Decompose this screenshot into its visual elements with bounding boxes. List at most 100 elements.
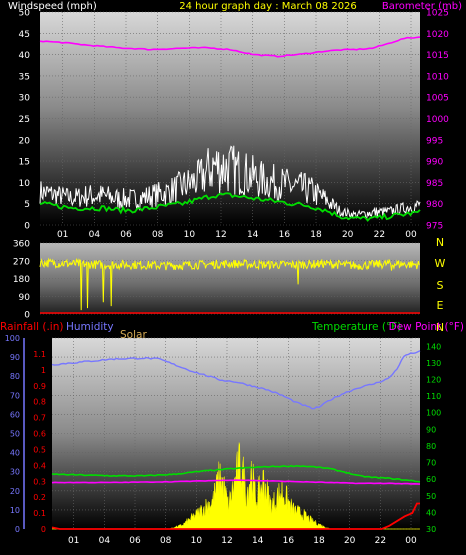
y-left-tick-label: 10 [19, 179, 31, 189]
humidity-label: Humidity [66, 321, 114, 333]
temperature-tick-label: 70 [426, 459, 436, 468]
temperature-tick-label: 50 [426, 492, 436, 501]
compass-label: W [435, 257, 446, 270]
x-tick-label: 12 [221, 536, 232, 546]
humidity-tick-label: 100 [5, 334, 20, 343]
x-tick-label: 01 [68, 536, 79, 546]
panel-1-left-label: Windspeed (mph) [8, 1, 97, 12]
x-tick-label: 06 [120, 230, 132, 240]
direction-tick-label: 0 [24, 311, 30, 321]
rainfall-label: Rainfall (.in) [0, 321, 63, 333]
x-tick-label: 16 [283, 536, 295, 546]
y-right-tick-label: 1015 [426, 51, 449, 61]
temperature-tick-label: 100 [426, 409, 441, 418]
temperature-label: Temperature (°F) [311, 321, 401, 333]
temperature-tick-label: 110 [426, 392, 441, 401]
rain-tick-label: 0.2 [33, 493, 46, 502]
rain-tick-label: 0.9 [33, 382, 46, 391]
x-tick-label: 04 [89, 230, 101, 240]
temperature-tick-label: 60 [426, 475, 436, 484]
solar-label: Solar [120, 329, 147, 341]
x-tick-label: 04 [99, 536, 111, 546]
compass-label: S [437, 279, 444, 292]
y-right-tick-label: 1010 [426, 72, 449, 82]
wind-average-line [39, 192, 421, 222]
humidity-tick-label: 50 [10, 430, 20, 439]
humidity-tick-label: 30 [10, 468, 20, 477]
x-tick-label: 14 [252, 536, 264, 546]
humidity-tick-label: 20 [10, 487, 20, 496]
wind-direction-line [39, 257, 420, 311]
panel-1-right-label: Barometer (mb) [382, 1, 462, 12]
y-right-tick-label: 1020 [426, 30, 449, 40]
y-right-tick-label: 990 [426, 158, 443, 168]
compass-label: E [437, 299, 444, 312]
rain-tick-label: 0.5 [33, 445, 46, 454]
x-tick-label: 16 [279, 230, 291, 240]
direction-tick-label: 270 [13, 257, 30, 267]
dew-point-label: Dew Point (°F) [389, 321, 464, 333]
direction-tick-label: 180 [13, 275, 30, 285]
x-tick-label: 22 [374, 230, 385, 240]
y-right-tick-label: 985 [426, 179, 443, 189]
y-right-tick-label: 975 [426, 222, 443, 232]
y-left-tick-label: 15 [19, 158, 30, 168]
rain-tick-label: 1.1 [33, 350, 46, 359]
x-tick-label: 14 [247, 230, 259, 240]
compass-label: N [436, 236, 444, 249]
humidity-tick-label: 40 [10, 449, 20, 458]
y-left-tick-label: 5 [24, 200, 30, 210]
temperature-tick-label: 30 [426, 525, 436, 534]
humidity-tick-label: 10 [10, 506, 20, 515]
humidity-tick-label: 60 [10, 410, 20, 419]
humidity-line [51, 350, 421, 410]
x-tick-label: 18 [313, 536, 325, 546]
x-tick-label: 10 [191, 536, 203, 546]
series-layer [39, 36, 421, 530]
y-right-tick-label: 980 [426, 200, 443, 210]
temperature-tick-label: 80 [426, 442, 436, 451]
rain-tick-label: 0.7 [33, 414, 46, 423]
temperature-tick-label: 120 [426, 376, 441, 385]
x-tick-label: 12 [215, 230, 226, 240]
rain-tick-label: 1 [41, 366, 46, 375]
y-right-tick-label: 1000 [426, 115, 449, 125]
x-tick-label: 06 [129, 536, 141, 546]
x-tick-label: 18 [310, 230, 322, 240]
y-left-tick-label: 30 [19, 94, 31, 104]
dew-point-line [51, 479, 421, 485]
rain-tick-label: 0.6 [33, 430, 46, 439]
x-tick-label: 20 [342, 230, 354, 240]
humidity-tick-label: 90 [10, 353, 20, 362]
direction-tick-label: 90 [19, 293, 31, 303]
temperature-tick-label: 40 [426, 508, 436, 517]
y-right-tick-label: 995 [426, 136, 443, 146]
x-tick-label: 01 [57, 230, 68, 240]
rain-tick-label: 0.1 [33, 509, 46, 518]
rain-tick-label: 0.3 [33, 477, 46, 486]
y-right-tick-label: 1025 [426, 9, 449, 19]
rain-tick-label: 0.8 [33, 398, 46, 407]
x-tick-label: 00 [405, 230, 417, 240]
humidity-tick-label: 80 [10, 372, 20, 381]
y-left-tick-label: 45 [19, 30, 30, 40]
tick-labels: 0510152025303540455097598098599099510001… [5, 9, 449, 547]
chart-title: 24 hour graph day : March 08 2026 [179, 1, 357, 12]
rainfall-line [51, 502, 420, 530]
temperature-tick-label: 140 [426, 342, 441, 351]
barometer-line [39, 36, 421, 58]
x-tick-label: 10 [184, 230, 196, 240]
x-tick-label: 08 [152, 230, 164, 240]
humidity-tick-label: 0 [15, 525, 20, 534]
rain-tick-label: 0.4 [33, 461, 46, 470]
temperature-tick-label: 130 [426, 359, 441, 368]
y-right-tick-label: 1005 [426, 94, 449, 104]
humidity-tick-label: 70 [10, 391, 20, 400]
y-left-tick-label: 35 [19, 72, 30, 82]
x-tick-label: 20 [344, 536, 356, 546]
y-left-tick-label: 50 [19, 9, 31, 19]
y-left-tick-label: 0 [24, 222, 30, 232]
temperature-line [51, 464, 421, 483]
x-tick-label: 22 [375, 536, 386, 546]
